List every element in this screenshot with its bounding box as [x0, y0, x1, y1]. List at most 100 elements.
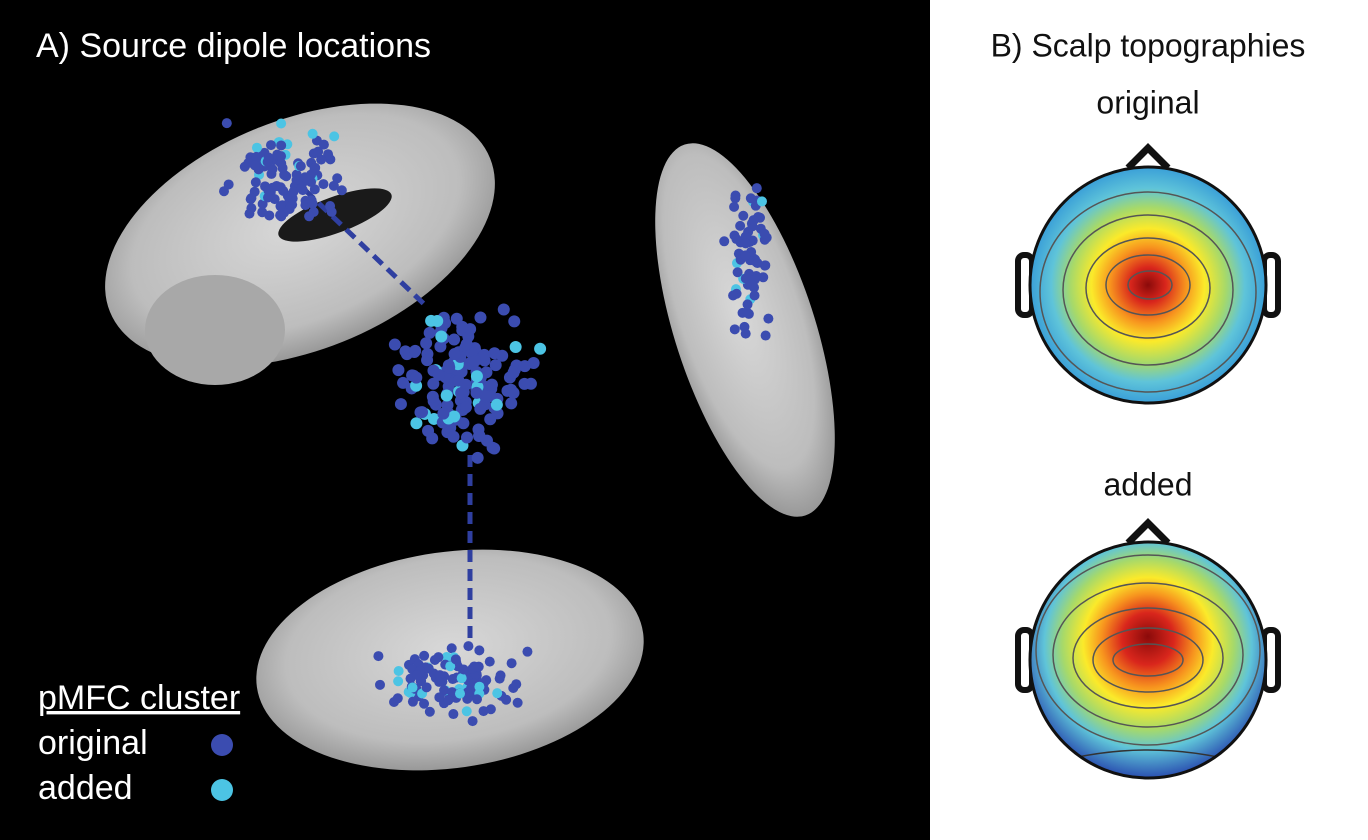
dipole: [394, 398, 407, 411]
dipole: [416, 406, 429, 419]
dipole: [432, 368, 445, 381]
legend-marker: [211, 734, 233, 756]
dipole: [388, 338, 401, 351]
dipole: [455, 387, 468, 400]
dipole: [419, 650, 430, 661]
dipole: [306, 195, 317, 206]
dipole: [509, 340, 522, 353]
map-label: added: [1104, 466, 1193, 502]
dipole: [419, 698, 430, 709]
dipole: [749, 290, 760, 301]
dipole: [511, 679, 522, 690]
dipole: [473, 429, 486, 442]
dipole: [739, 321, 750, 332]
dipole: [323, 149, 334, 160]
dipole: [263, 185, 274, 196]
dipole: [756, 196, 767, 207]
dipole: [318, 179, 329, 190]
dipole: [456, 320, 469, 333]
dipole: [740, 238, 751, 249]
dipole: [257, 207, 268, 218]
dipole: [763, 313, 774, 324]
dipole: [424, 706, 435, 717]
dipole: [221, 118, 232, 129]
dipole: [392, 364, 405, 377]
dipole: [461, 706, 472, 717]
dipole: [512, 697, 523, 708]
dipole: [448, 333, 461, 346]
dipole: [518, 360, 531, 373]
dipole: [741, 307, 752, 318]
dipole: [746, 279, 757, 290]
dipole: [495, 670, 506, 681]
dipole: [336, 185, 347, 196]
dipole: [729, 201, 740, 212]
dipole: [443, 361, 456, 374]
dipole: [427, 377, 440, 390]
dipole: [421, 682, 432, 693]
dipole: [426, 390, 439, 403]
dipole: [313, 146, 324, 157]
dipole: [760, 330, 771, 341]
dipole: [275, 210, 286, 221]
dipole: [489, 359, 502, 372]
dipole: [434, 692, 445, 703]
dipole: [446, 643, 457, 654]
dipole: [263, 152, 274, 163]
panel-a-title: A) Source dipole locations: [36, 27, 431, 65]
dipole: [307, 128, 318, 139]
dipole: [410, 417, 423, 430]
dipole: [251, 151, 262, 162]
dipole: [310, 162, 321, 173]
dipole: [316, 154, 327, 165]
dipole: [459, 401, 472, 414]
dipole: [410, 371, 423, 384]
map-label: original: [1096, 84, 1199, 120]
dipole: [474, 681, 485, 692]
dipole: [748, 215, 759, 226]
dipole: [443, 695, 454, 706]
dipole: [522, 646, 533, 657]
dipole: [375, 679, 386, 690]
dipole: [508, 315, 521, 328]
dipole: [478, 348, 491, 361]
dipole: [287, 199, 298, 210]
dipole: [471, 694, 482, 705]
dipole: [276, 118, 287, 129]
dipole: [481, 675, 492, 686]
dipole: [461, 431, 474, 444]
topography: [1015, 518, 1281, 780]
dipole: [470, 370, 483, 383]
dipole: [249, 160, 260, 171]
dipole: [458, 664, 469, 675]
dipole: [267, 164, 278, 175]
legend-label: added: [38, 769, 133, 807]
cerebellum: [145, 275, 285, 385]
dipole: [501, 694, 512, 705]
dipole: [393, 676, 404, 687]
dipole: [751, 183, 762, 194]
dipole: [277, 162, 288, 173]
dipole: [445, 661, 456, 672]
dipole: [411, 670, 422, 681]
dipole: [393, 665, 404, 676]
dipole: [735, 220, 746, 231]
dipole: [291, 169, 302, 180]
dipole: [505, 397, 518, 410]
dipole: [729, 324, 740, 335]
dipole: [456, 673, 467, 684]
dipole: [300, 172, 311, 183]
dipole: [497, 303, 510, 316]
dipole: [488, 347, 501, 360]
dipole: [745, 193, 756, 204]
dipole: [469, 661, 480, 672]
dipole: [471, 451, 484, 464]
dipole: [409, 344, 422, 357]
dipole: [760, 260, 771, 271]
dipole: [448, 348, 461, 361]
dipole: [742, 299, 753, 310]
dipole: [329, 131, 340, 142]
dipole: [507, 386, 520, 399]
dipole: [223, 179, 234, 190]
